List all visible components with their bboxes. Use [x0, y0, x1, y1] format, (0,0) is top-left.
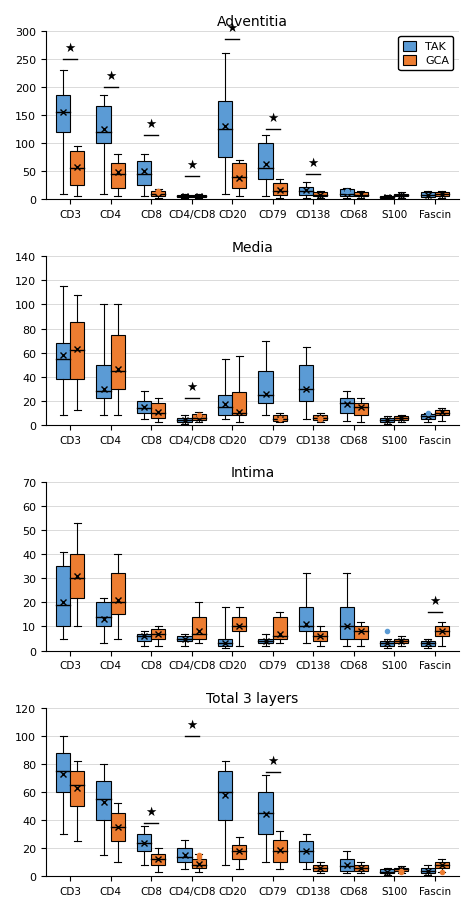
Bar: [354, 865, 368, 871]
Bar: [313, 415, 328, 421]
Bar: [273, 840, 287, 863]
Text: ★: ★: [227, 22, 238, 35]
Bar: [151, 854, 165, 865]
Bar: [435, 863, 449, 868]
Bar: [177, 637, 191, 641]
Bar: [70, 771, 84, 806]
Bar: [380, 869, 394, 874]
Bar: [394, 417, 409, 421]
Text: ★: ★: [267, 112, 278, 125]
Text: ★: ★: [146, 118, 157, 130]
Bar: [177, 196, 191, 198]
Title: Total 3 layers: Total 3 layers: [206, 691, 299, 705]
Bar: [110, 574, 125, 615]
Bar: [380, 641, 394, 646]
Bar: [137, 634, 151, 641]
Bar: [435, 627, 449, 637]
Text: ★: ★: [267, 754, 278, 767]
Title: Media: Media: [231, 241, 273, 254]
Bar: [70, 152, 84, 186]
Bar: [56, 752, 70, 792]
Bar: [273, 617, 287, 639]
Bar: [70, 323, 84, 380]
Bar: [177, 418, 191, 423]
Bar: [273, 415, 287, 422]
Bar: [435, 193, 449, 197]
Text: ★: ★: [186, 159, 197, 171]
Bar: [137, 402, 151, 414]
Bar: [394, 194, 409, 197]
Text: ★: ★: [146, 805, 157, 818]
Bar: [258, 792, 273, 834]
Bar: [97, 781, 110, 820]
Text: ★: ★: [186, 381, 197, 394]
Bar: [218, 771, 232, 820]
Bar: [70, 555, 84, 598]
Bar: [354, 193, 368, 197]
Bar: [110, 814, 125, 841]
Bar: [218, 639, 232, 646]
Bar: [394, 868, 409, 871]
Bar: [435, 411, 449, 415]
Bar: [380, 418, 394, 423]
Bar: [313, 631, 328, 641]
Bar: [420, 868, 435, 874]
Bar: [299, 608, 313, 631]
Bar: [191, 617, 206, 639]
Bar: [137, 834, 151, 851]
Bar: [313, 193, 328, 197]
Bar: [151, 630, 165, 639]
Bar: [299, 841, 313, 863]
Bar: [191, 196, 206, 198]
Bar: [110, 163, 125, 189]
Bar: [232, 845, 246, 859]
Bar: [354, 404, 368, 415]
Bar: [339, 189, 354, 197]
Bar: [151, 191, 165, 197]
Text: ★: ★: [308, 158, 319, 170]
Bar: [191, 415, 206, 421]
Text: ★: ★: [186, 718, 197, 731]
Bar: [232, 163, 246, 189]
Text: ★: ★: [429, 594, 440, 608]
Bar: [299, 188, 313, 196]
Bar: [191, 859, 206, 868]
Text: ★: ★: [64, 42, 76, 55]
Bar: [56, 96, 70, 133]
Bar: [420, 193, 435, 199]
Bar: [394, 639, 409, 644]
Title: Adventitia: Adventitia: [217, 15, 288, 29]
Bar: [299, 365, 313, 402]
Bar: [151, 404, 165, 418]
Bar: [56, 567, 70, 627]
Bar: [313, 865, 328, 871]
Bar: [232, 393, 246, 415]
Bar: [258, 639, 273, 644]
Bar: [339, 399, 354, 414]
Bar: [420, 415, 435, 419]
Bar: [97, 107, 110, 144]
Bar: [339, 608, 354, 639]
Title: Intima: Intima: [230, 466, 274, 480]
Bar: [218, 395, 232, 415]
Bar: [258, 144, 273, 180]
Legend: TAK, GCA: TAK, GCA: [398, 37, 454, 71]
Bar: [354, 627, 368, 639]
Bar: [110, 335, 125, 389]
Text: ★: ★: [105, 69, 116, 83]
Bar: [97, 603, 110, 627]
Bar: [273, 184, 287, 196]
Bar: [380, 197, 394, 199]
Bar: [97, 365, 110, 399]
Bar: [137, 162, 151, 186]
Bar: [258, 372, 273, 404]
Bar: [232, 617, 246, 631]
Bar: [420, 641, 435, 646]
Bar: [218, 102, 232, 158]
Bar: [339, 859, 354, 871]
Bar: [56, 343, 70, 380]
Bar: [177, 848, 191, 863]
